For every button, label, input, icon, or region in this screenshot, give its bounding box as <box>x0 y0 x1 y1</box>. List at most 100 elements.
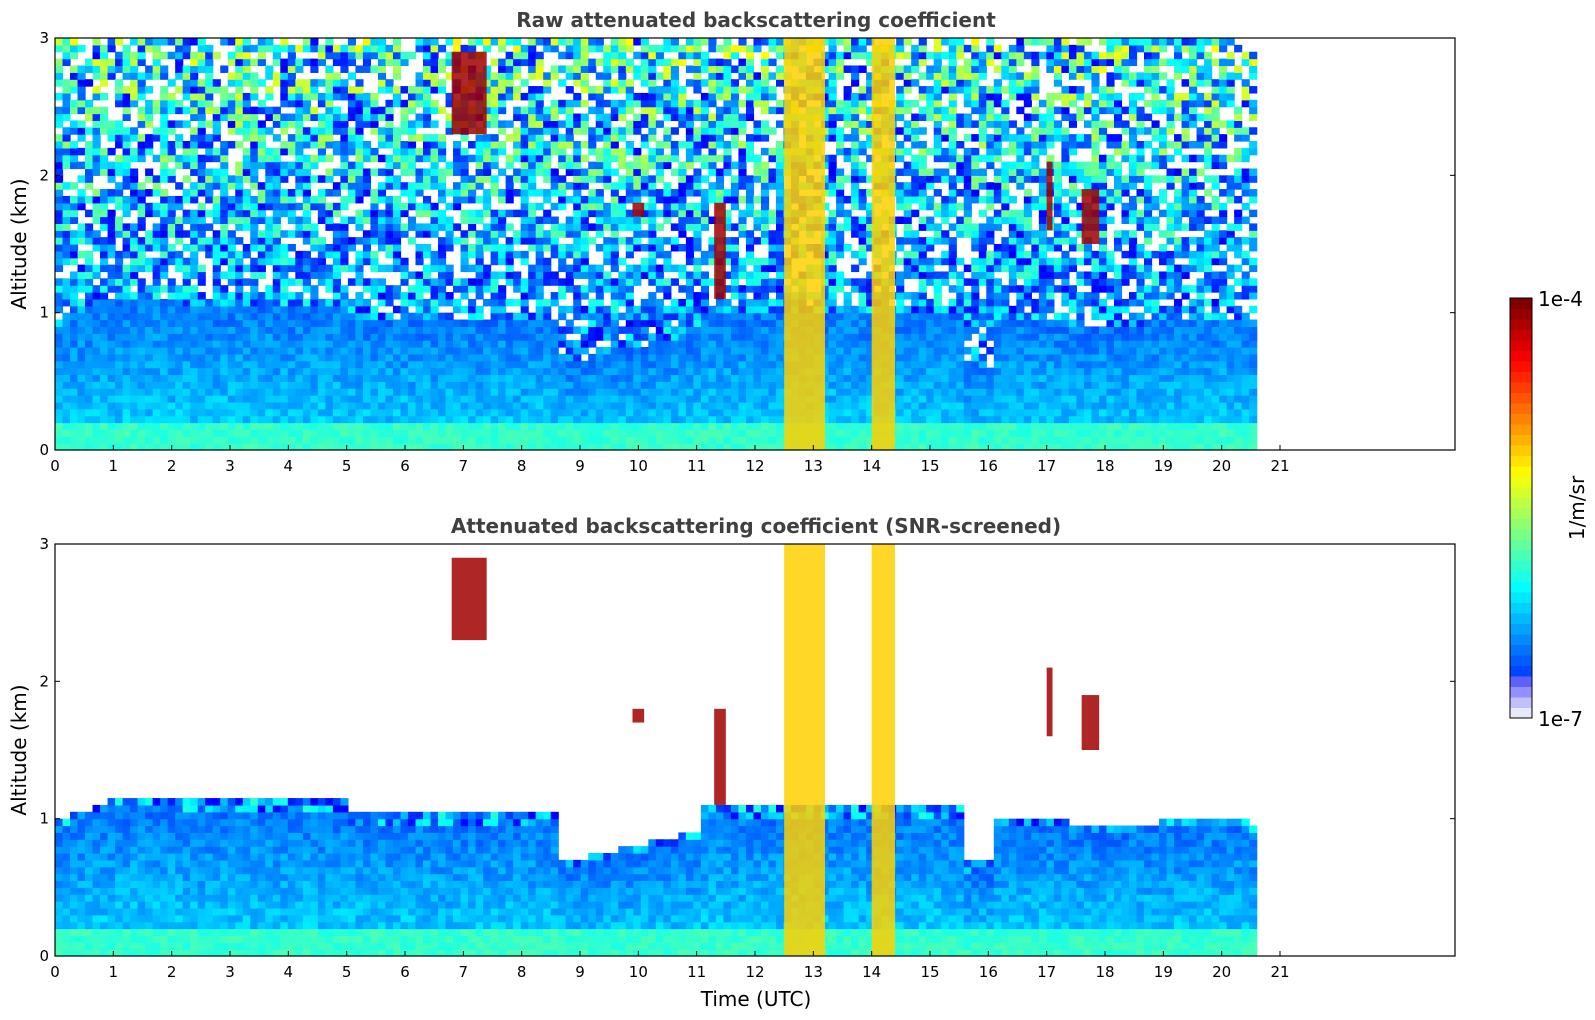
heatmap-cell <box>295 168 304 176</box>
heatmap-cell <box>385 134 394 142</box>
heatmap-cell <box>640 305 649 314</box>
heatmap-cell <box>768 182 777 190</box>
heatmap-cell <box>550 408 559 417</box>
heatmap-cell <box>648 147 657 156</box>
heatmap-cell <box>483 401 492 410</box>
heatmap-cell <box>235 195 244 204</box>
heatmap-cell <box>468 443 477 451</box>
heatmap-cell <box>280 271 289 279</box>
heatmap-cell <box>490 360 499 369</box>
heatmap-cell <box>625 141 634 149</box>
heatmap-cell <box>543 278 552 286</box>
heatmap-cell <box>475 443 484 451</box>
heatmap-cell <box>490 353 499 362</box>
heatmap-cell <box>310 237 319 245</box>
heatmap-cell <box>310 429 319 437</box>
heatmap-cell <box>145 360 154 369</box>
heatmap-cell <box>738 223 747 231</box>
heatmap-cell <box>610 189 619 197</box>
heatmap-cell <box>220 216 229 224</box>
heatmap-cell <box>377 333 387 341</box>
heatmap-cell <box>685 147 694 156</box>
heatmap-cell <box>693 360 702 369</box>
heatmap-cell <box>122 408 131 417</box>
heatmap-cell <box>130 395 139 403</box>
heatmap-cell <box>580 223 589 231</box>
heatmap-cell <box>648 113 657 121</box>
heatmap-cell <box>377 38 387 46</box>
heatmap-cell <box>385 161 394 170</box>
heatmap-cell <box>347 415 357 424</box>
heatmap-cell <box>55 230 64 238</box>
heatmap-cell <box>92 134 101 142</box>
heatmap-cell <box>122 319 131 327</box>
heatmap-cell <box>212 408 221 417</box>
heatmap-cell <box>107 230 116 238</box>
heatmap-cell <box>362 230 372 238</box>
heatmap-cell <box>573 175 582 183</box>
heatmap-cell <box>588 106 597 115</box>
heatmap-cell <box>197 134 206 142</box>
heatmap-cell <box>362 408 372 417</box>
heatmap-cell <box>92 443 101 451</box>
heatmap-cell <box>77 347 86 355</box>
heatmap-cell <box>302 209 311 218</box>
heatmap-cell <box>145 395 154 403</box>
heatmap-cell <box>768 230 777 238</box>
heatmap-cell <box>347 347 357 355</box>
heatmap-cell <box>490 120 499 128</box>
heatmap-cell <box>438 79 447 87</box>
heatmap-cell <box>678 326 687 334</box>
heatmap-cell <box>377 395 387 403</box>
heatmap-cell <box>625 340 634 348</box>
heatmap-cell <box>302 443 311 451</box>
heatmap-cell <box>730 141 740 149</box>
heatmap-cell <box>498 72 507 80</box>
heatmap-cell <box>310 257 319 266</box>
heatmap-cell <box>483 244 492 252</box>
heatmap-cell <box>715 353 725 362</box>
heatmap-cell <box>483 298 492 307</box>
heatmap-cell <box>670 264 679 273</box>
heatmap-cell <box>603 367 612 376</box>
heatmap-cell <box>776 333 785 341</box>
heatmap-cell <box>77 106 86 115</box>
heatmap-cell <box>407 422 417 430</box>
heatmap-cell <box>190 154 199 163</box>
heatmap-cell <box>160 189 169 197</box>
heatmap-cell <box>663 326 672 334</box>
heatmap-cell <box>122 154 131 163</box>
heatmap-cell <box>175 415 184 424</box>
heatmap-cell <box>685 65 694 73</box>
heatmap-cell <box>340 415 349 424</box>
heatmap-cell <box>167 154 176 163</box>
heatmap-cell <box>685 189 694 197</box>
heatmap-cell <box>100 353 109 362</box>
heatmap-cell <box>70 312 79 321</box>
heatmap-cell <box>55 202 64 211</box>
heatmap-cell <box>700 353 710 362</box>
heatmap-cell <box>265 443 274 451</box>
heatmap-cell <box>92 374 101 382</box>
heatmap-cell <box>438 367 447 376</box>
heatmap-cell <box>55 72 64 80</box>
heatmap-cell <box>325 216 334 224</box>
heatmap-cell <box>430 395 439 403</box>
heatmap-cell <box>648 401 657 410</box>
heatmap-cell <box>400 422 409 430</box>
heatmap-cell <box>167 360 176 369</box>
heatmap-cell <box>122 113 131 121</box>
heatmap-cell <box>565 106 574 115</box>
heatmap-cell <box>738 415 747 424</box>
heatmap-cell <box>302 58 311 67</box>
heatmap-cell <box>407 202 417 211</box>
heatmap-cell <box>685 305 694 314</box>
heatmap-cell <box>55 374 64 382</box>
heatmap-cell <box>362 347 372 355</box>
heatmap-cell <box>107 161 116 170</box>
heatmap-cell <box>663 264 672 273</box>
heatmap-cell <box>445 340 454 348</box>
heatmap-cell <box>580 86 589 94</box>
heatmap-cell <box>745 415 755 424</box>
heatmap-cell <box>347 429 357 437</box>
